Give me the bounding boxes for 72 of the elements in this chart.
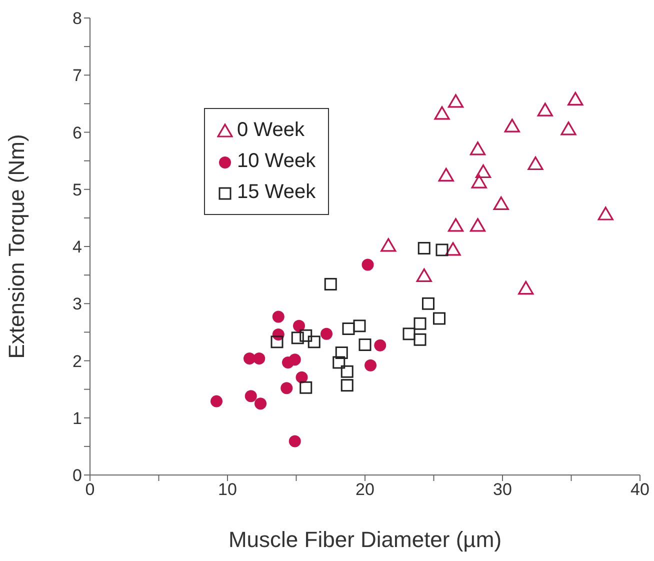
y-tick-label: 5 xyxy=(72,180,82,200)
point xyxy=(470,142,486,156)
point xyxy=(433,312,446,325)
point xyxy=(598,206,614,220)
legend-label: 15 Week xyxy=(237,181,316,204)
y-tick-label: 2 xyxy=(72,352,82,371)
point xyxy=(308,336,320,348)
point xyxy=(288,354,301,366)
point xyxy=(300,329,312,342)
point xyxy=(210,395,222,408)
point xyxy=(380,238,396,252)
point xyxy=(528,156,544,170)
point xyxy=(518,280,534,295)
point xyxy=(272,310,284,323)
point xyxy=(434,106,450,120)
point xyxy=(332,356,346,369)
point xyxy=(414,333,426,346)
point xyxy=(335,346,348,360)
point xyxy=(422,297,434,310)
point xyxy=(568,92,584,106)
point xyxy=(560,122,576,136)
point xyxy=(270,336,284,348)
y-tick-label: 3 xyxy=(72,294,82,314)
point xyxy=(438,168,454,182)
x-tick-label: 20 xyxy=(356,480,374,500)
point xyxy=(445,242,461,256)
point xyxy=(291,332,304,344)
point xyxy=(340,379,354,392)
point xyxy=(402,328,416,340)
point xyxy=(253,352,266,364)
y-tick-label: 4 xyxy=(72,238,82,257)
x-tick-label: 40 xyxy=(630,480,650,500)
point xyxy=(280,382,293,394)
legend-label: 0 Week xyxy=(237,119,304,142)
point xyxy=(470,218,486,232)
point xyxy=(418,242,430,254)
point xyxy=(374,339,386,352)
point xyxy=(475,164,492,178)
point xyxy=(448,218,464,232)
y-tick-label: 1 xyxy=(72,408,82,428)
point xyxy=(244,390,257,402)
point xyxy=(504,118,520,132)
point xyxy=(448,94,464,108)
point xyxy=(288,435,301,448)
point xyxy=(364,359,376,372)
point xyxy=(414,317,426,330)
y-tick-label: 7 xyxy=(72,66,82,86)
point xyxy=(300,381,312,394)
point xyxy=(353,320,366,332)
point xyxy=(320,328,332,340)
x-tick-label: 10 xyxy=(218,480,237,500)
y-tick-label: 6 xyxy=(72,123,82,142)
point xyxy=(362,258,374,271)
y-axis-title: Extension Torque (Nm) xyxy=(4,134,29,359)
point xyxy=(358,338,372,352)
x-axis-title: Muscle Fiber Diameter (µm) xyxy=(228,527,502,552)
y-tick-label: 8 xyxy=(72,9,82,28)
point xyxy=(254,398,266,410)
point xyxy=(296,371,308,384)
point xyxy=(471,174,487,188)
point xyxy=(324,278,337,290)
legend-label: 10 Week xyxy=(237,150,316,173)
point xyxy=(340,365,354,378)
point xyxy=(342,322,355,336)
point xyxy=(537,102,553,116)
point xyxy=(436,244,448,256)
point xyxy=(416,268,432,282)
y-tick-label: 0 xyxy=(72,466,82,486)
x-tick-label: 0 xyxy=(85,480,95,500)
point xyxy=(493,196,509,210)
x-tick-label: 30 xyxy=(493,480,512,500)
point xyxy=(293,320,305,332)
